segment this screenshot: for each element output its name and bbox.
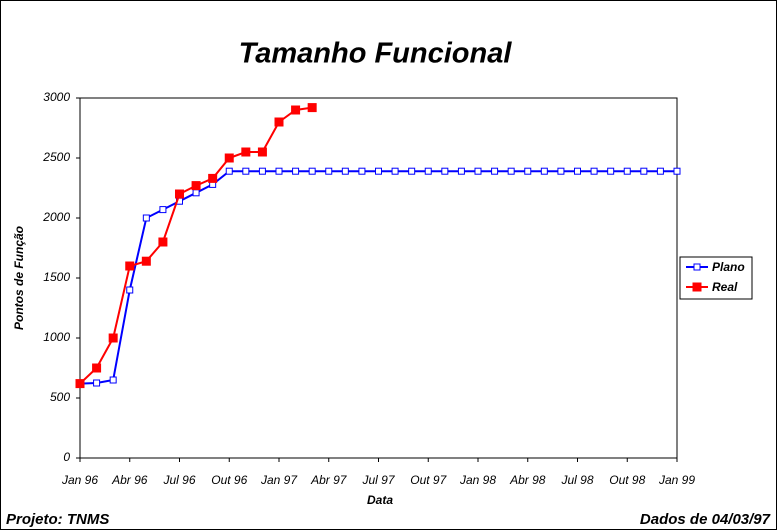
footer-right: Dados de 04/03/97	[640, 511, 771, 528]
data-point	[607, 167, 615, 175]
x-tick-label: Out 96	[211, 473, 247, 487]
data-point	[341, 167, 349, 175]
data-point	[441, 167, 449, 175]
x-tick-label: Jan 99	[658, 473, 695, 487]
data-point	[656, 167, 664, 175]
data-point	[375, 167, 382, 175]
data-point	[590, 167, 598, 175]
y-tick-label: 2000	[42, 210, 70, 224]
data-point	[474, 167, 482, 175]
data-point	[159, 206, 167, 214]
data-point	[126, 286, 134, 294]
legend-marker	[693, 263, 701, 271]
data-point	[224, 153, 234, 163]
data-point	[142, 214, 150, 222]
data-point	[623, 167, 631, 175]
data-point	[108, 333, 118, 343]
y-tick-label: 500	[50, 390, 70, 404]
y-tick-label: 0	[63, 450, 70, 464]
data-point	[241, 147, 251, 157]
chart-title: Tamanho Funcional	[239, 38, 513, 70]
data-point	[92, 363, 102, 373]
data-point	[292, 167, 300, 175]
x-tick-label: Out 97	[410, 473, 447, 487]
y-tick-label: 3000	[43, 90, 70, 104]
y-tick-label: 1000	[43, 330, 70, 344]
data-point	[125, 261, 135, 271]
data-point	[141, 256, 151, 266]
data-point	[191, 181, 201, 191]
x-tick-label: Jan 98	[459, 473, 496, 487]
x-axis-label: Data	[367, 493, 393, 507]
data-point	[258, 167, 266, 175]
data-point	[640, 167, 648, 175]
data-point	[208, 173, 218, 183]
data-point	[408, 167, 416, 175]
x-tick-label: Jul 97	[361, 473, 395, 487]
footer-left: Projeto: TNMS	[6, 511, 109, 528]
x-tick-label: Abr 96	[111, 473, 148, 487]
x-tick-label: Out 98	[609, 473, 645, 487]
data-point	[507, 167, 515, 175]
data-point	[242, 167, 250, 175]
x-tick-label: Abr 98	[509, 473, 546, 487]
data-point	[491, 167, 499, 175]
data-point	[257, 147, 267, 157]
legend-label: Plano	[712, 260, 745, 274]
data-point	[225, 167, 233, 175]
data-point	[574, 167, 581, 175]
y-tick-label: 1500	[43, 270, 70, 284]
data-point	[93, 379, 101, 387]
x-tick-label: Jan 97	[260, 473, 298, 487]
data-point	[557, 167, 565, 175]
data-point	[307, 103, 317, 113]
y-axis-label: Pontos de Função	[12, 226, 26, 330]
y-tick-label: 2500	[42, 150, 70, 164]
x-tick-label: Jan 96	[61, 473, 98, 487]
x-tick-label: Jul 98	[560, 473, 593, 487]
data-point	[75, 379, 85, 389]
data-point	[673, 167, 681, 175]
data-point	[524, 167, 532, 175]
legend-box	[679, 256, 753, 300]
data-point	[308, 167, 316, 175]
x-tick-label: Jul 96	[162, 473, 195, 487]
data-point	[457, 167, 465, 175]
data-point	[540, 167, 548, 175]
data-point	[109, 376, 117, 384]
legend-marker	[692, 282, 702, 292]
data-point	[325, 167, 333, 175]
legend-label: Real	[712, 280, 738, 294]
data-point	[291, 105, 301, 115]
data-point	[275, 167, 283, 175]
x-tick-label: Abr 97	[310, 473, 348, 487]
data-point	[358, 167, 366, 175]
data-point	[274, 117, 284, 127]
data-point	[158, 237, 168, 247]
data-point	[175, 189, 184, 199]
data-point	[424, 167, 432, 175]
data-point	[391, 167, 399, 175]
data-point	[192, 189, 200, 197]
